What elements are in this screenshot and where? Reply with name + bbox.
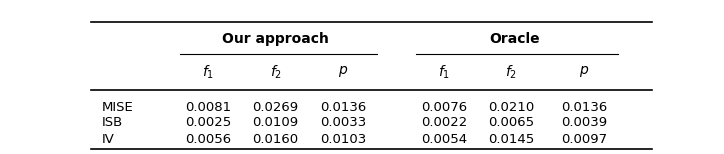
Text: 0.0076: 0.0076 [421, 101, 467, 114]
Text: 0.0022: 0.0022 [421, 116, 467, 129]
Text: ISB: ISB [101, 116, 123, 129]
Text: 0.0025: 0.0025 [185, 116, 232, 129]
Text: IV: IV [101, 133, 114, 146]
Text: 0.0145: 0.0145 [488, 133, 534, 146]
Text: $f_1$: $f_1$ [438, 63, 450, 81]
Text: Oracle: Oracle [489, 32, 539, 46]
Text: $f_2$: $f_2$ [269, 63, 282, 81]
Text: 0.0109: 0.0109 [253, 116, 299, 129]
Text: 0.0097: 0.0097 [561, 133, 607, 146]
Text: 0.0210: 0.0210 [488, 101, 534, 114]
Text: 0.0136: 0.0136 [320, 101, 366, 114]
Text: $f_1$: $f_1$ [202, 63, 214, 81]
Text: Our approach: Our approach [222, 32, 329, 46]
Text: 0.0160: 0.0160 [253, 133, 299, 146]
Text: 0.0269: 0.0269 [253, 101, 299, 114]
Text: $p$: $p$ [579, 64, 589, 79]
Text: 0.0033: 0.0033 [320, 116, 366, 129]
Text: $f_2$: $f_2$ [505, 63, 518, 81]
Text: 0.0039: 0.0039 [561, 116, 607, 129]
Text: $p$: $p$ [338, 64, 348, 79]
Text: 0.0056: 0.0056 [185, 133, 232, 146]
Text: 0.0065: 0.0065 [488, 116, 534, 129]
Text: 0.0103: 0.0103 [320, 133, 366, 146]
Text: MISE: MISE [101, 101, 133, 114]
Text: 0.0081: 0.0081 [185, 101, 232, 114]
Text: 0.0136: 0.0136 [561, 101, 607, 114]
Text: 0.0054: 0.0054 [421, 133, 467, 146]
